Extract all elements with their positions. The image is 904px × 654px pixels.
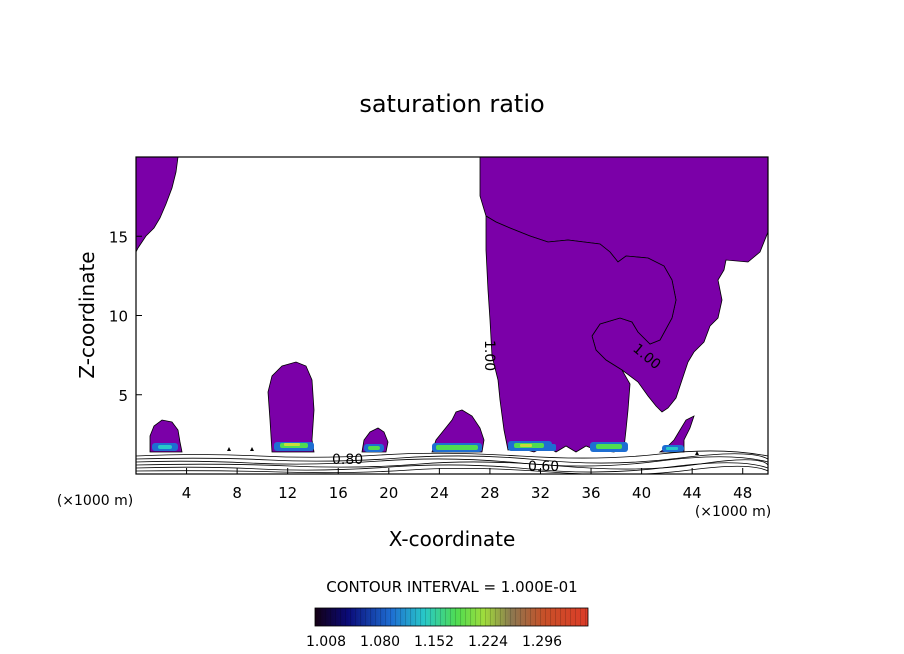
x-tick-label-8: 36 [581, 484, 600, 502]
x-tick-label-9: 40 [632, 484, 651, 502]
z-unit-label: (×1000 m) [57, 493, 133, 509]
colorbar-tick-labels: 1.008 1.080 1.152 1.224 1.296 [306, 634, 562, 650]
high-ratio-spots [152, 441, 684, 452]
x-tick-label-1: 8 [232, 484, 242, 502]
colorbar-tick-label-0: 1.008 [306, 634, 346, 650]
y-tick-label-2: 15 [109, 228, 128, 246]
x-unit-label: (×1000 m) [695, 504, 771, 520]
colorbar-tick-label-2: 1.152 [414, 634, 454, 650]
region-upper-left [136, 157, 179, 253]
x-tick-label-6: 28 [480, 484, 499, 502]
surface-contours [136, 450, 768, 474]
x-axis-label: X-coordinate [389, 527, 516, 551]
region-central-lower [485, 215, 677, 453]
x-tick-label-5: 24 [430, 484, 449, 502]
plume-4 [431, 409, 485, 453]
colorbar-tick-label-3: 1.224 [468, 634, 508, 650]
chart-title: saturation ratio [359, 90, 544, 118]
plume-2 [267, 361, 315, 453]
plume-5 [658, 415, 695, 453]
contour-label-1: 1.00 [481, 340, 497, 371]
plot-area [136, 157, 768, 474]
y-tick-label-0: 5 [118, 387, 128, 405]
x-tick-label-0: 4 [182, 484, 192, 502]
x-tick-label-7: 32 [531, 484, 550, 502]
x-tick-label-4: 20 [379, 484, 398, 502]
colorbar-tick-label-1: 1.080 [360, 634, 400, 650]
contour-interval-text: CONTOUR INTERVAL = 1.000E-01 [326, 578, 577, 596]
x-tick-label-10: 44 [683, 484, 702, 502]
x-tick-label-11: 48 [733, 484, 752, 502]
colorbar-tick-label-4: 1.296 [522, 634, 562, 650]
contour-label-3: 0.80 [332, 452, 363, 468]
contour-label-4: 0.60 [528, 459, 559, 475]
x-tick-label-2: 12 [278, 484, 297, 502]
surface-markers [227, 447, 699, 455]
colorbar [314, 607, 589, 627]
y-axis-ticks: 5 10 15 [109, 228, 142, 405]
x-tick-label-3: 16 [329, 484, 348, 502]
x-axis-ticks: 4 8 12 16 20 24 28 32 36 40 44 48 [182, 468, 752, 502]
y-axis-label: Z-coordinate [75, 251, 99, 378]
y-tick-label-1: 10 [109, 308, 128, 326]
